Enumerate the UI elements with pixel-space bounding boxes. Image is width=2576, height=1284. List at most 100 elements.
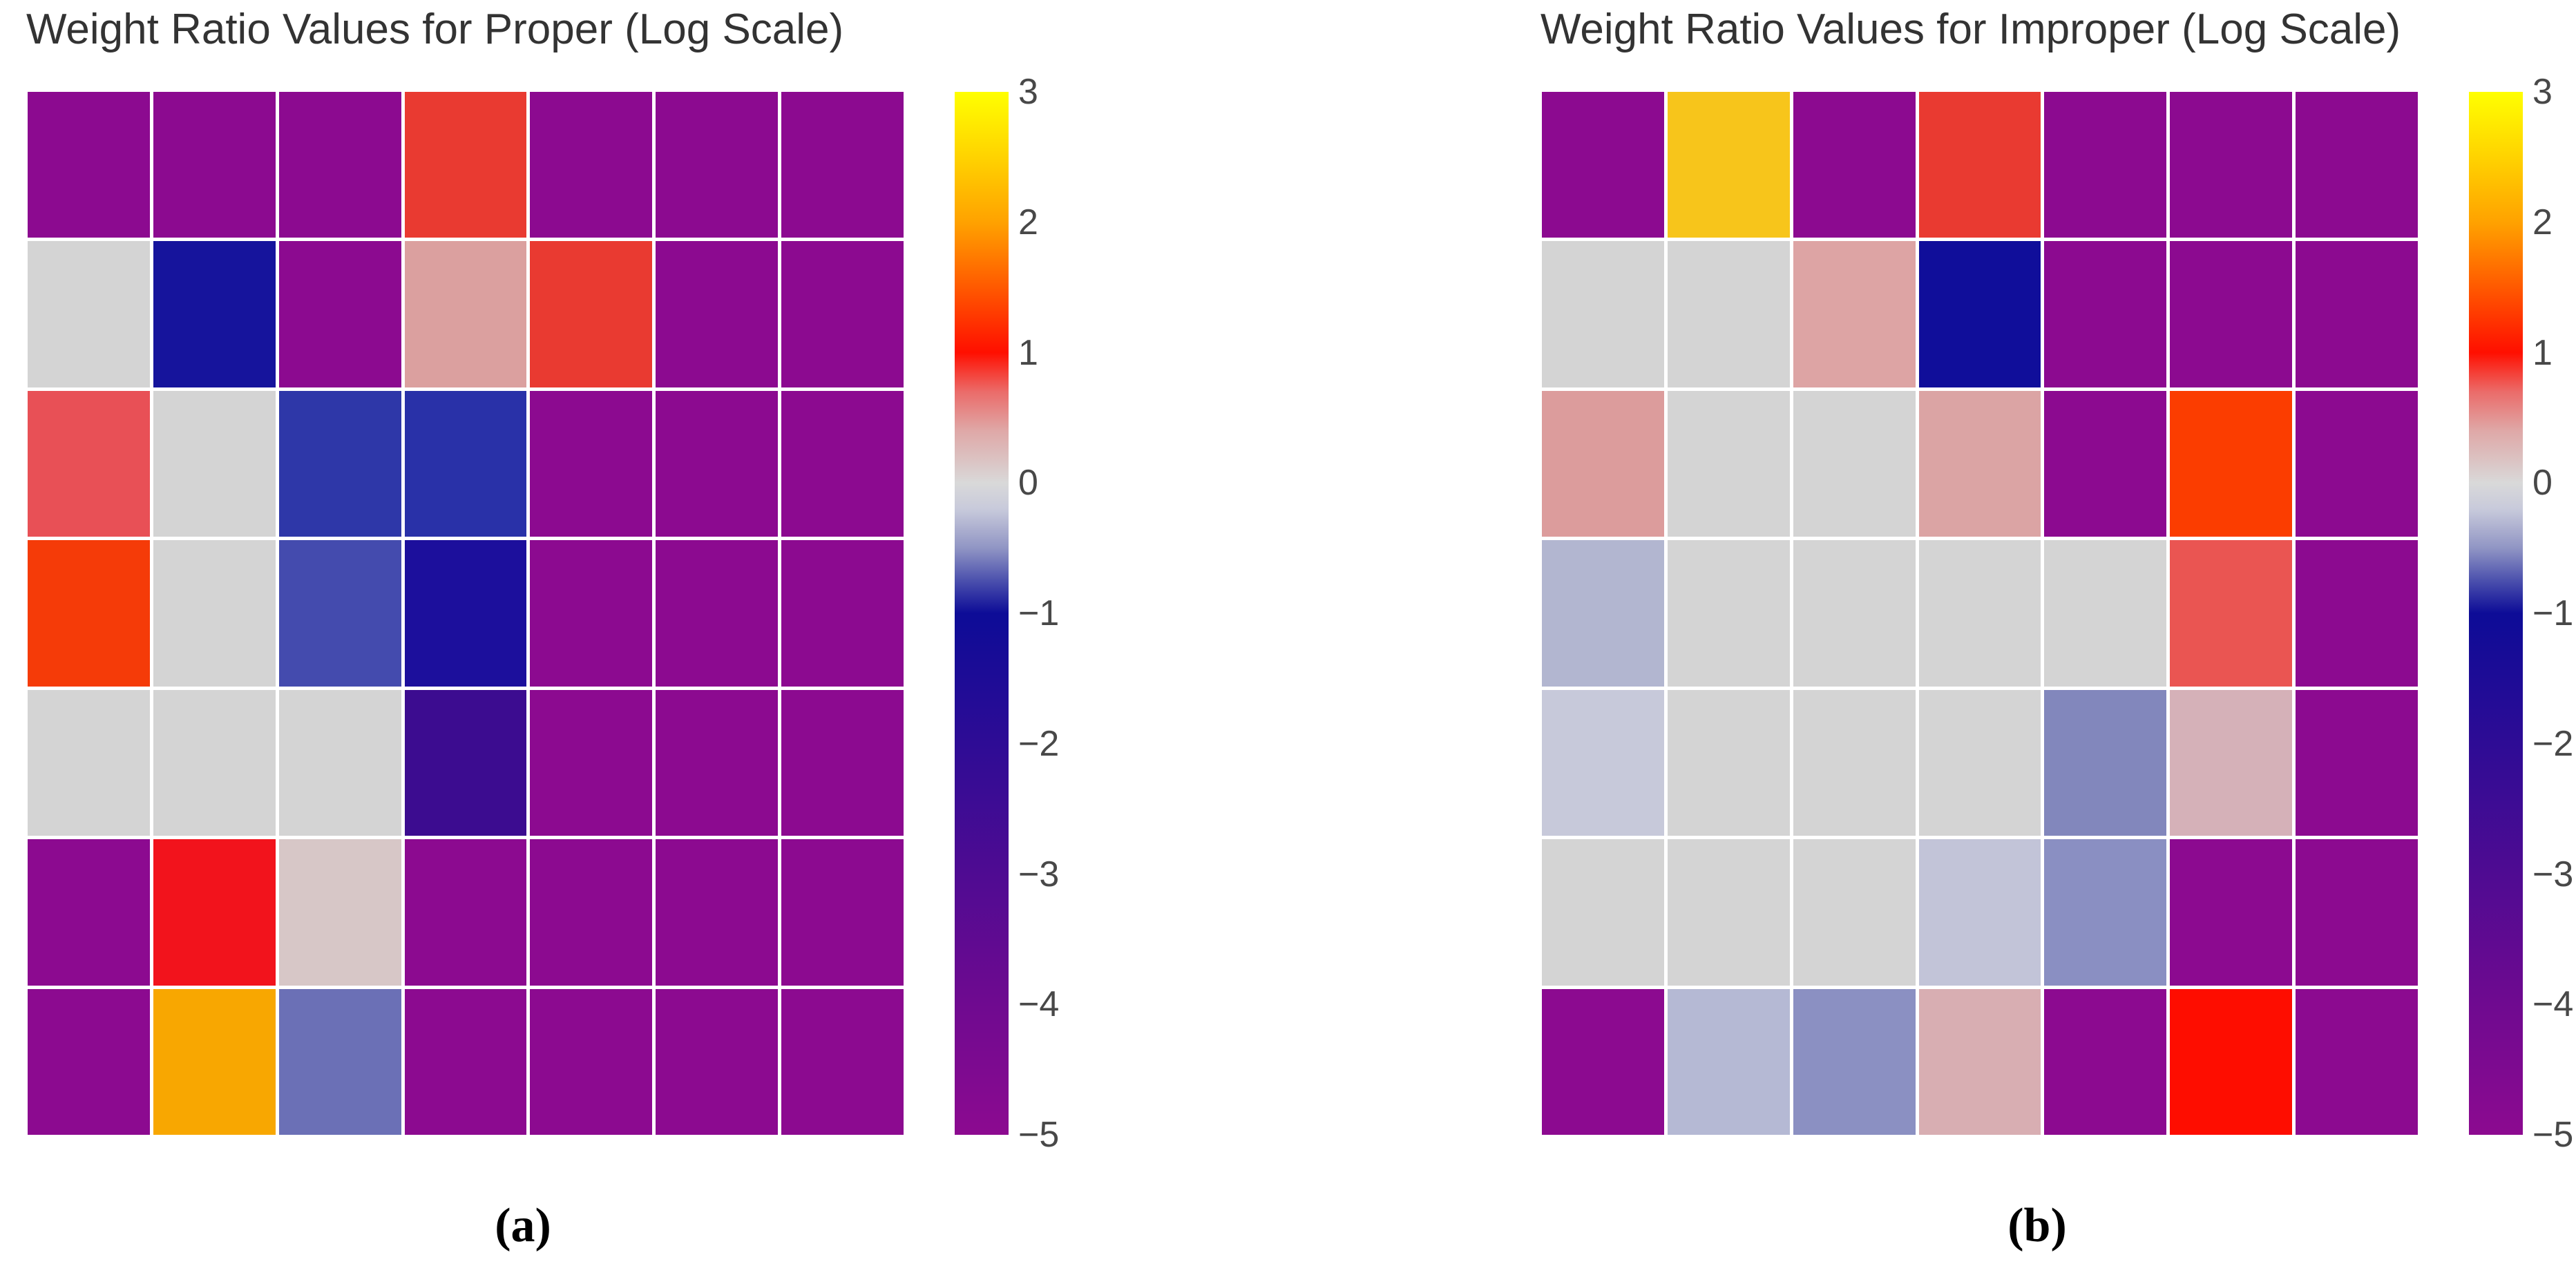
heatmap-cell-r6c1	[28, 839, 150, 986]
heatmap-cell-r3c2	[153, 390, 276, 537]
heatmap-cell-r3c7	[2296, 390, 2418, 537]
colorbar-tick-label: −5	[1018, 1115, 1060, 1155]
heatmap-cell-r3c6	[656, 390, 779, 537]
heatmap-cell-r1c1	[1542, 92, 1664, 238]
heatmap-cell-r6c4	[404, 839, 527, 986]
heatmap-cell-r2c1	[28, 241, 150, 387]
heatmap-cell-r4c5	[530, 540, 653, 687]
heatmap-cell-r6c7	[781, 839, 904, 986]
heatmap-cell-r1c7	[2296, 92, 2418, 238]
heatmap-cell-r5c7	[2296, 689, 2418, 836]
colorbar-tick-label: −5	[2532, 1115, 2574, 1155]
colorbar-tick-label: 2	[1018, 202, 1038, 242]
heatmap-cell-r5c1	[28, 689, 150, 836]
heatmap-cell-r7c1	[1542, 988, 1664, 1135]
heatmap-cell-r3c7	[781, 390, 904, 537]
heatmap-cell-r6c7	[2296, 839, 2418, 986]
heatmap-cell-r6c3	[278, 839, 401, 986]
colorbar-tick-label: 3	[2532, 72, 2553, 112]
heatmap-cell-r2c1	[1542, 241, 1664, 387]
heatmap-cell-r2c5	[2044, 241, 2167, 387]
heatmap-cell-r2c6	[656, 241, 779, 387]
heatmap-grid	[28, 92, 904, 1135]
heatmap-cell-r4c7	[781, 540, 904, 687]
heatmap-cell-r2c7	[781, 241, 904, 387]
heatmap-cell-r4c5	[2044, 540, 2167, 687]
panel-title: Weight Ratio Values for Proper (Log Scal…	[26, 6, 844, 53]
heatmap-cell-r4c4	[1918, 540, 2041, 687]
heatmap-cell-r2c3	[1793, 241, 1916, 387]
heatmap-cell-r5c7	[781, 689, 904, 836]
panel-proper: Weight Ratio Values for Proper (Log Scal…	[0, 0, 1174, 1284]
heatmap-cell-r3c6	[2170, 390, 2293, 537]
colorbar-tick-label: −4	[1018, 984, 1060, 1025]
heatmap-cell-r6c6	[656, 839, 779, 986]
heatmap-cell-r2c5	[530, 241, 653, 387]
heatmap-cell-r3c4	[1918, 390, 2041, 537]
heatmap-cell-r3c1	[1542, 390, 1664, 537]
colorbar-ticks: 3 2 1 0 −1 −2 −3 −4 −5	[2532, 72, 2576, 1155]
heatmap-cell-r4c6	[2170, 540, 2293, 687]
heatmap-cell-r5c6	[656, 689, 779, 836]
heatmap-cell-r7c7	[2296, 988, 2418, 1135]
heatmap-cell-r2c3	[278, 241, 401, 387]
heatmap-cell-r4c1	[1542, 540, 1664, 687]
heatmap-cell-r6c2	[153, 839, 276, 986]
heatmap-cell-r5c4	[404, 689, 527, 836]
heatmap-cell-r5c2	[153, 689, 276, 836]
heatmap-cell-r6c3	[1793, 839, 1916, 986]
heatmap-cell-r6c2	[1667, 839, 1790, 986]
colorbar-tick-label: 0	[1018, 463, 1038, 504]
heatmap-cell-r3c5	[530, 390, 653, 537]
colorbar-tick-label: 0	[2532, 463, 2553, 504]
colorbar-tick-label: −1	[1018, 593, 1060, 633]
panel-improper: Weight Ratio Values for Improper (Log Sc…	[1514, 0, 2576, 1284]
panel-title: Weight Ratio Values for Improper (Log Sc…	[1540, 6, 2401, 53]
heatmap-cell-r3c2	[1667, 390, 1790, 537]
heatmap-cell-r4c3	[278, 540, 401, 687]
heatmap-cell-r2c6	[2170, 241, 2293, 387]
heatmap-cell-r2c7	[2296, 241, 2418, 387]
heatmap-cell-r3c3	[1793, 390, 1916, 537]
heatmap-cell-r4c3	[1793, 540, 1916, 687]
heatmap-cell-r7c5	[2044, 988, 2167, 1135]
heatmap-cell-r5c5	[530, 689, 653, 836]
heatmap-cell-r6c1	[1542, 839, 1664, 986]
heatmap-cell-r2c4	[404, 241, 527, 387]
heatmap-cell-r6c5	[530, 839, 653, 986]
heatmap-cell-r7c6	[2170, 988, 2293, 1135]
heatmap-cell-r1c5	[2044, 92, 2167, 238]
heatmap-cell-r4c4	[404, 540, 527, 687]
heatmap-cell-r1c2	[1667, 92, 1790, 238]
heatmap-cell-r1c4	[1918, 92, 2041, 238]
colorbar-tick-label: −3	[1018, 854, 1060, 894]
heatmap-cell-r5c6	[2170, 689, 2293, 836]
heatmap-cell-r6c6	[2170, 839, 2293, 986]
heatmap-cell-r7c6	[656, 988, 779, 1135]
heatmap-cell-r7c2	[1667, 988, 1790, 1135]
heatmap-cell-r4c1	[28, 540, 150, 687]
heatmap-cell-r1c4	[404, 92, 527, 238]
heatmap-cell-r4c7	[2296, 540, 2418, 687]
panel-caption: (a)	[495, 1199, 551, 1252]
heatmap-cell-r3c3	[278, 390, 401, 537]
heatmap-cell-r1c6	[2170, 92, 2293, 238]
heatmap-cell-r4c2	[1667, 540, 1790, 687]
heatmap-grid	[1542, 92, 2418, 1135]
heatmap-cell-r3c1	[28, 390, 150, 537]
heatmap-cell-r5c3	[1793, 689, 1916, 836]
colorbar-gradient	[955, 92, 1009, 1135]
heatmap-cell-r1c1	[28, 92, 150, 238]
heatmap-cell-r1c6	[656, 92, 779, 238]
heatmap-cell-r7c5	[530, 988, 653, 1135]
colorbar-tick-label: −3	[2532, 854, 2574, 894]
heatmap-cell-r2c2	[153, 241, 276, 387]
heatmap-cell-r7c1	[28, 988, 150, 1135]
heatmap-cell-r7c7	[781, 988, 904, 1135]
heatmap-cell-r3c5	[2044, 390, 2167, 537]
heatmap-cell-r7c4	[404, 988, 527, 1135]
heatmap-cell-r1c3	[278, 92, 401, 238]
colorbar-tick-label: −2	[2532, 723, 2574, 764]
heatmap-cell-r5c4	[1918, 689, 2041, 836]
